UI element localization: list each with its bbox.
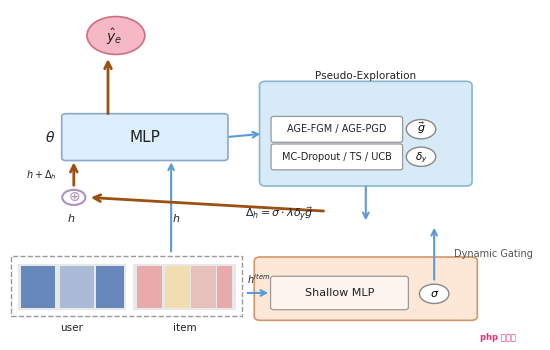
- Bar: [191, 266, 216, 308]
- Bar: [96, 266, 124, 308]
- Circle shape: [406, 120, 436, 139]
- Text: $\delta_y$: $\delta_y$: [415, 150, 427, 165]
- Text: $\vec{g}$: $\vec{g}$: [417, 121, 425, 136]
- Text: AGE-FGM / AGE-PGD: AGE-FGM / AGE-PGD: [287, 124, 387, 134]
- Text: Dynamic Gating: Dynamic Gating: [454, 249, 533, 259]
- FancyBboxPatch shape: [271, 276, 409, 310]
- Bar: [18, 264, 126, 310]
- Text: $\oplus$: $\oplus$: [68, 190, 80, 204]
- Text: item: item: [173, 323, 196, 333]
- FancyBboxPatch shape: [271, 117, 403, 142]
- Bar: [10, 256, 242, 316]
- Text: $\hat{y}_e$: $\hat{y}_e$: [106, 27, 123, 47]
- Bar: [137, 266, 162, 308]
- FancyBboxPatch shape: [62, 114, 228, 161]
- Text: MC-Dropout / TS / UCB: MC-Dropout / TS / UCB: [282, 152, 392, 162]
- Bar: [21, 266, 56, 308]
- FancyBboxPatch shape: [271, 144, 403, 170]
- Text: MLP: MLP: [129, 130, 160, 145]
- Circle shape: [406, 147, 436, 166]
- Circle shape: [62, 190, 85, 205]
- Text: $\sigma$: $\sigma$: [430, 289, 439, 299]
- Text: $h$: $h$: [67, 212, 75, 224]
- Circle shape: [420, 284, 449, 303]
- Text: php 中文网: php 中文网: [480, 333, 516, 342]
- Text: Pseudo-Exploration: Pseudo-Exploration: [315, 71, 416, 81]
- Bar: [133, 264, 236, 310]
- FancyBboxPatch shape: [260, 81, 472, 186]
- Bar: [165, 266, 190, 308]
- Text: $h + \Delta_h$: $h + \Delta_h$: [26, 168, 57, 182]
- Text: Shallow MLP: Shallow MLP: [305, 288, 374, 298]
- Bar: [217, 266, 232, 308]
- Ellipse shape: [87, 16, 145, 55]
- Text: user: user: [60, 323, 84, 333]
- Text: $\Delta_h = \sigma \cdot \lambda \delta_y \vec{g}$: $\Delta_h = \sigma \cdot \lambda \delta_…: [245, 205, 314, 224]
- Text: $\theta$: $\theta$: [45, 130, 56, 145]
- Text: $h$: $h$: [172, 212, 180, 224]
- Text: $h^{item}$: $h^{item}$: [248, 272, 271, 286]
- FancyBboxPatch shape: [254, 257, 477, 320]
- Bar: [59, 266, 94, 308]
